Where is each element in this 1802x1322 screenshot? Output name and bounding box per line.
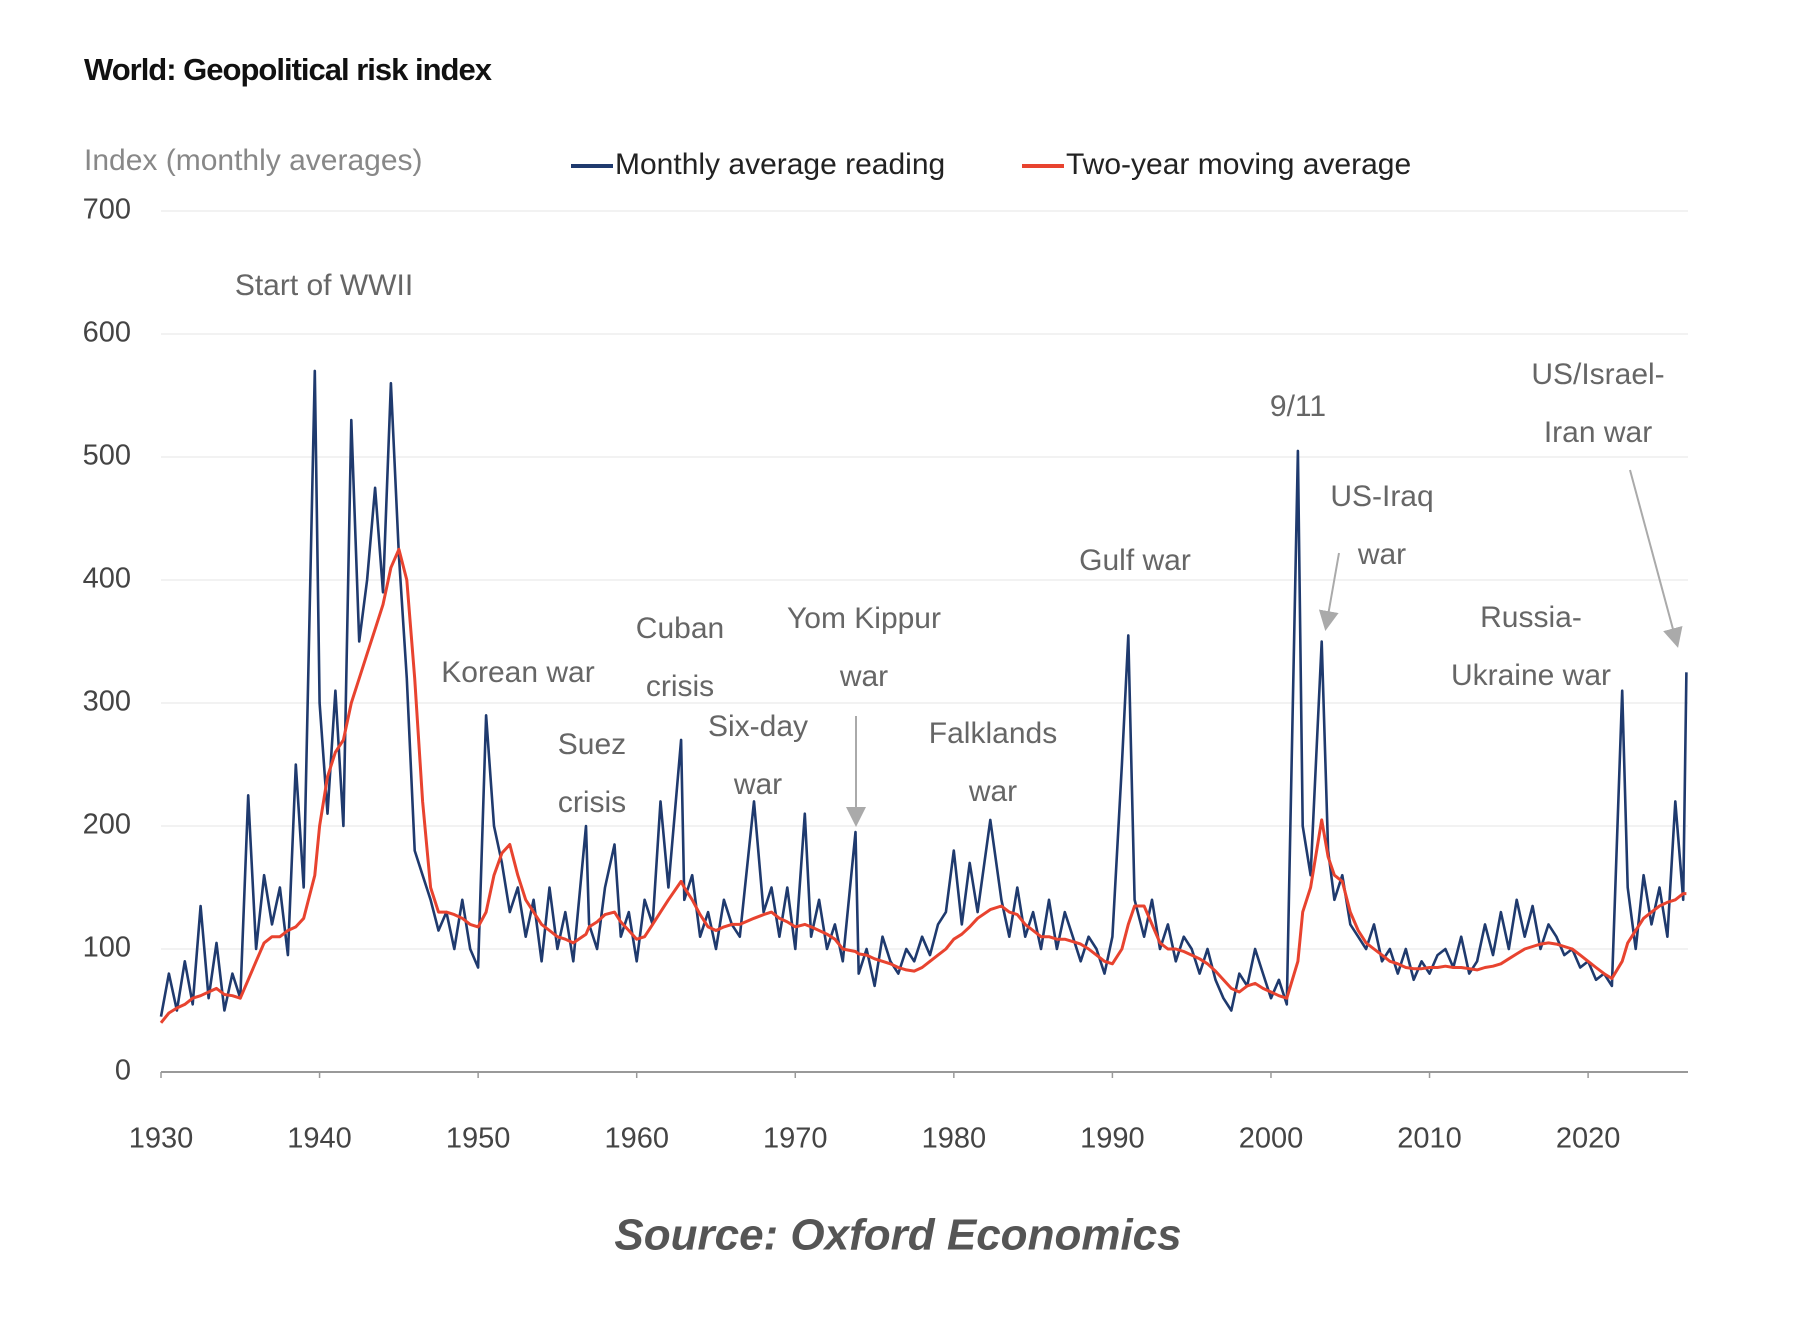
- legend-label: Two-year moving average: [1066, 148, 1411, 181]
- annotation: Ukraine war: [1451, 659, 1611, 692]
- x-tick-label: 2000: [1239, 1123, 1304, 1155]
- annotation: Falklands: [929, 717, 1057, 750]
- annotation: war: [1357, 538, 1406, 571]
- x-tick-label: 1950: [446, 1123, 511, 1155]
- x-tick-label: 1970: [763, 1123, 828, 1155]
- legend-label: Monthly average reading: [615, 148, 945, 181]
- x-tick-label: 1930: [129, 1123, 194, 1155]
- series-line: [159, 547, 1687, 1024]
- annotation: war: [733, 768, 782, 801]
- y-tick-label: 300: [83, 686, 131, 718]
- x-tick-label: 1980: [922, 1123, 987, 1155]
- x-tick-label: 2010: [1397, 1123, 1462, 1155]
- annotation: crisis: [558, 786, 626, 819]
- series-line: [159, 369, 1688, 1017]
- annotation: 9/11: [1270, 390, 1326, 423]
- annotation: Iran war: [1544, 416, 1652, 449]
- x-tick-label: 1940: [287, 1123, 352, 1155]
- y-tick-label: 0: [115, 1055, 131, 1087]
- chart-title: World: Geopolitical risk index: [84, 52, 493, 87]
- annotation: US/Israel-: [1531, 358, 1664, 391]
- annotation: Six-day: [708, 710, 808, 743]
- y-tick-label: 700: [83, 194, 131, 226]
- annotation: Yom Kippur: [787, 602, 941, 635]
- x-tick-label: 1990: [1080, 1123, 1145, 1155]
- annotation: crisis: [646, 670, 714, 703]
- source: Source: Oxford Economics: [614, 1211, 1181, 1260]
- y-tick-label: 500: [83, 440, 131, 472]
- x-tick-label: 1960: [604, 1123, 669, 1155]
- annotation: war: [968, 775, 1017, 808]
- x-tick-label: 2020: [1556, 1123, 1621, 1155]
- y-axis-label: Index (monthly averages): [84, 144, 423, 177]
- y-tick-label: 100: [83, 932, 131, 964]
- annotation: war: [839, 660, 888, 693]
- annotation: Korean war: [441, 656, 594, 689]
- annotation: Russia-: [1480, 601, 1582, 634]
- annotation: Gulf war: [1079, 544, 1191, 577]
- annotation: Suez: [558, 728, 626, 761]
- y-tick-label: 600: [83, 317, 131, 349]
- y-tick-label: 200: [83, 809, 131, 841]
- annotation-arrow: [1318, 552, 1340, 631]
- annotation: Start of WWII: [235, 269, 413, 302]
- y-tick-label: 400: [83, 563, 131, 595]
- annotation: Cuban: [636, 612, 724, 645]
- annotation-arrow: [1629, 469, 1683, 648]
- annotation: US-Iraq: [1330, 480, 1433, 513]
